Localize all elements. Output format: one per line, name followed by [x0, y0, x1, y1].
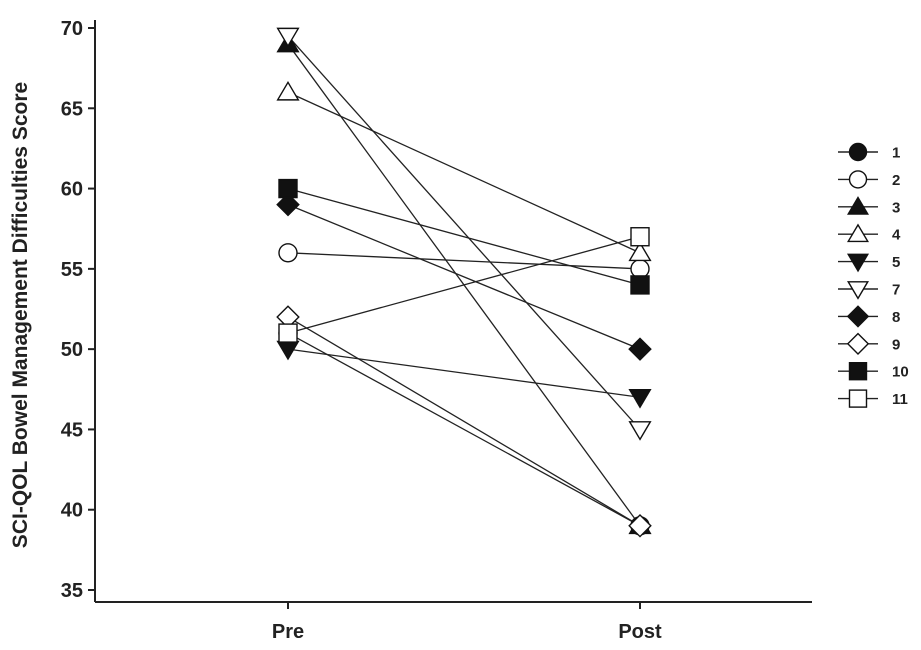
y-tick-label: 35 — [61, 580, 83, 602]
point-7-post — [628, 421, 652, 441]
legend: 1 2 3 4 5 7 8 9 10 11 — [838, 142, 909, 408]
legend-marker — [848, 142, 868, 162]
series-lines — [287, 35, 641, 527]
y-tick-label: 70 — [61, 18, 83, 40]
legend-label: 9 — [892, 336, 900, 353]
legend-item-8: 8 — [838, 305, 900, 328]
series-markers — [276, 27, 652, 538]
legend-marker — [846, 332, 870, 355]
point-7-pre — [276, 27, 300, 48]
legend-item-4: 4 — [838, 223, 901, 244]
point-5-post — [628, 388, 652, 409]
series-line-5 — [287, 348, 641, 398]
legend-label: 3 — [892, 199, 900, 216]
legend-label: 10 — [892, 364, 909, 381]
legend-item-1: 1 — [838, 142, 900, 162]
legend-label: 4 — [892, 227, 901, 244]
legend-marker — [846, 223, 870, 243]
legend-item-2: 2 — [838, 170, 900, 189]
point-9-post — [628, 513, 652, 538]
legend-item-3: 3 — [838, 196, 900, 216]
y-tick-label: 65 — [61, 98, 83, 120]
series-line-11 — [287, 236, 641, 334]
x-tick-label-post: Post — [618, 621, 662, 643]
point-2-pre — [278, 243, 298, 263]
series-line-9 — [287, 316, 641, 527]
point-4-post — [628, 241, 652, 262]
series-line-10 — [287, 187, 641, 286]
axes — [94, 20, 812, 603]
series-line-8 — [287, 204, 641, 350]
series-line-1 — [287, 332, 641, 527]
y-tick-label: 55 — [61, 259, 83, 281]
point-4-pre — [276, 80, 300, 101]
series-line-4 — [287, 91, 641, 254]
legend-label: 2 — [892, 172, 900, 189]
point-11-pre — [278, 323, 298, 343]
x-tick-label-pre: Pre — [272, 621, 304, 643]
legend-marker — [846, 196, 870, 215]
legend-item-9: 9 — [838, 332, 900, 355]
legend-marker — [848, 389, 868, 408]
y-ticks: 35 40 45 50 55 60 65 70 — [61, 18, 95, 602]
legend-item-10: 10 — [838, 362, 909, 381]
point-8-pre — [276, 192, 300, 217]
point-10-pre — [278, 178, 298, 199]
legend-item-11: 11 — [838, 389, 908, 408]
series-line-7 — [287, 35, 641, 430]
legend-marker — [846, 281, 870, 300]
y-tick-label: 40 — [61, 500, 83, 522]
y-axis-title: SCI-QOL Bowel Management Difficulties Sc… — [9, 82, 32, 548]
y-tick-label: 45 — [61, 419, 83, 441]
legend-label: 8 — [892, 309, 900, 326]
point-10-post — [630, 275, 650, 295]
legend-label: 1 — [892, 145, 900, 162]
legend-item-5: 5 — [838, 253, 900, 273]
legend-item-7: 7 — [838, 281, 900, 300]
point-2-post — [630, 259, 650, 279]
legend-label: 7 — [892, 282, 900, 299]
y-tick-label: 60 — [61, 179, 83, 201]
legend-marker — [846, 253, 870, 273]
legend-label: 5 — [892, 254, 900, 271]
series-line-2 — [287, 252, 641, 270]
point-8-post — [628, 337, 652, 361]
x-ticks: Pre Post — [272, 602, 662, 643]
legend-marker — [848, 170, 868, 189]
legend-label: 11 — [892, 391, 908, 408]
point-11-post — [630, 227, 650, 247]
legend-marker — [848, 362, 868, 381]
legend-marker — [846, 305, 870, 328]
y-tick-label: 50 — [61, 339, 83, 361]
